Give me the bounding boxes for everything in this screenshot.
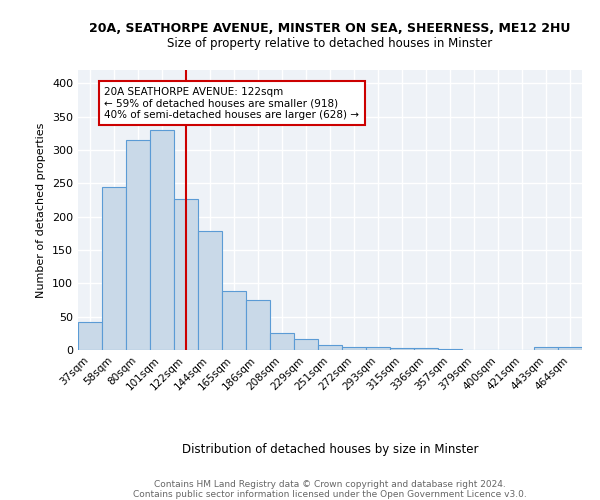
Bar [366,346,390,350]
Bar [246,300,270,350]
Text: Distribution of detached houses by size in Minster: Distribution of detached houses by size … [182,442,478,456]
Bar [174,198,198,350]
Bar [222,290,246,350]
Bar [102,186,126,350]
Bar [270,332,294,350]
Bar [294,338,318,350]
Bar [390,348,414,350]
Text: 20A, SEATHORPE AVENUE, MINSTER ON SEA, SHEERNESS, ME12 2HU: 20A, SEATHORPE AVENUE, MINSTER ON SEA, S… [89,22,571,36]
Bar [150,130,174,350]
Y-axis label: Number of detached properties: Number of detached properties [37,122,46,298]
Bar [342,346,366,350]
Bar [198,230,222,350]
Bar [126,140,150,350]
Bar [318,344,342,350]
Text: 20A SEATHORPE AVENUE: 122sqm
← 59% of detached houses are smaller (918)
40% of s: 20A SEATHORPE AVENUE: 122sqm ← 59% of de… [104,86,359,120]
Bar [78,322,102,350]
Bar [558,348,582,350]
Text: Contains HM Land Registry data © Crown copyright and database right 2024.
Contai: Contains HM Land Registry data © Crown c… [133,480,527,500]
Bar [414,348,438,350]
Text: Size of property relative to detached houses in Minster: Size of property relative to detached ho… [167,38,493,51]
Bar [534,348,558,350]
